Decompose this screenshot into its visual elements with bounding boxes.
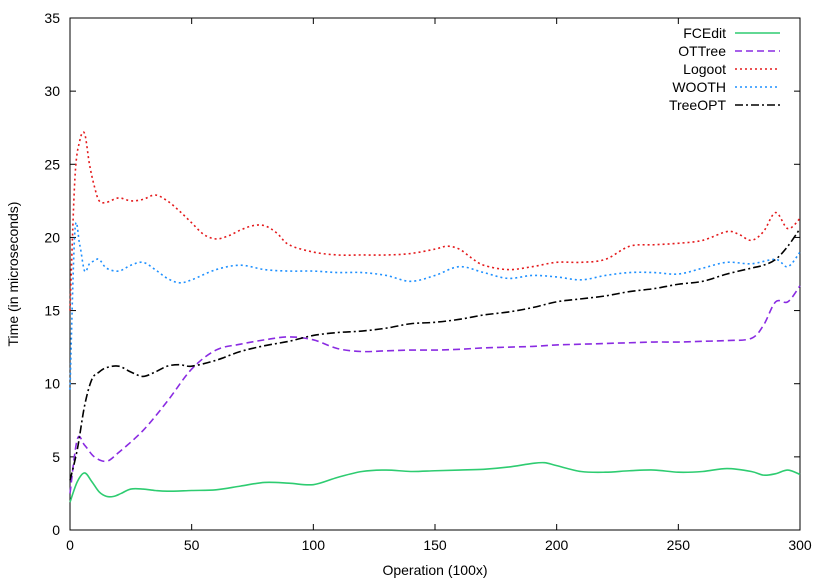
y-tick-label: 35 — [44, 10, 60, 26]
series-line-wooth — [69, 221, 801, 390]
x-axis-title: Operation (100x) — [382, 562, 487, 578]
y-tick-label: 25 — [44, 156, 60, 172]
y-tick-label: 5 — [52, 449, 60, 465]
y-tick-label: 30 — [44, 83, 60, 99]
x-tick-label: 50 — [184, 537, 200, 553]
x-tick-label: 150 — [423, 537, 447, 553]
legend-label-ottree: OTTree — [678, 43, 726, 59]
legend-label-wooth: WOOTH — [672, 79, 726, 95]
x-tick-label: 0 — [66, 537, 74, 553]
series-lines — [69, 131, 801, 503]
y-axis-title: Time (in microseconds) — [5, 202, 21, 347]
legend-label-treeopt: TreeOPT — [669, 97, 726, 113]
y-tick-label: 10 — [44, 376, 60, 392]
series-line-fcedit — [69, 461, 801, 503]
y-tick-label: 20 — [44, 229, 60, 245]
x-tick-label: 100 — [302, 537, 326, 553]
series-line-treeopt — [69, 228, 801, 481]
legend-label-fcedit: FCEdit — [683, 25, 726, 41]
series-line-ottree — [69, 285, 801, 494]
legend-label-logoot: Logoot — [683, 61, 726, 77]
x-tick-label: 250 — [667, 537, 691, 553]
x-tick-label: 300 — [788, 537, 812, 553]
y-tick-label: 15 — [44, 303, 60, 319]
axes: 0 50 100 150 200 250 300 0 5 10 15 20 25 30 35 — [44, 10, 811, 553]
series-line-logoot — [69, 131, 801, 311]
x-tick-label: 200 — [545, 537, 569, 553]
legend: FCEdit OTTree Logoot WOOTH TreeOPT — [669, 25, 780, 113]
y-tick-label: 0 — [52, 522, 60, 538]
